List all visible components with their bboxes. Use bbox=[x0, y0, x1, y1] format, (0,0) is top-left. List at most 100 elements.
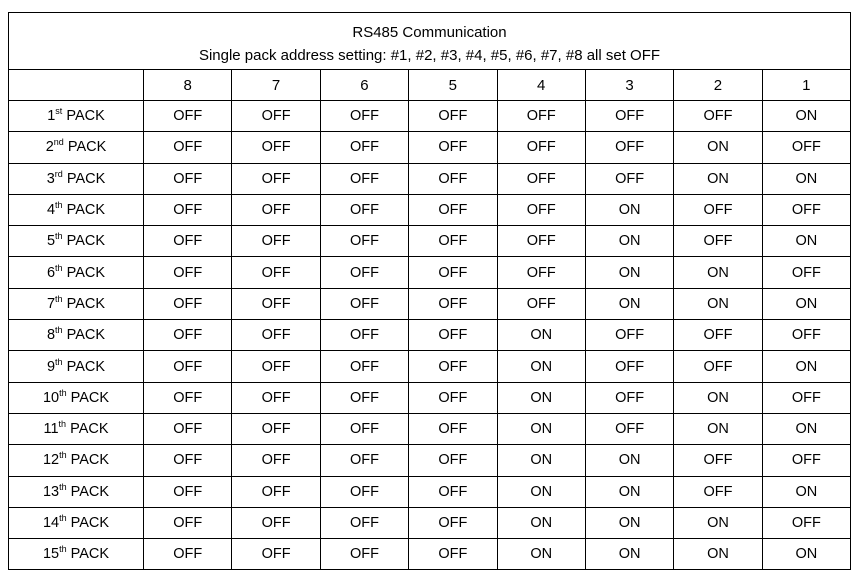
ordinal-suffix: th bbox=[55, 356, 63, 367]
ordinal-suffix: th bbox=[55, 325, 63, 336]
switch-state-cell: OFF bbox=[584, 99, 675, 133]
switch-state-cell: OFF bbox=[673, 475, 763, 508]
row-label: 7th PACK bbox=[8, 287, 144, 321]
subtitle-row: Single pack address setting: #1, #2, #3,… bbox=[8, 41, 851, 70]
row-label: 14th PACK bbox=[8, 506, 144, 540]
switch-state-cell: OFF bbox=[142, 506, 233, 540]
row-label: 8th PACK bbox=[8, 319, 144, 352]
table-row: 8th PACK OFF OFF OFF OFF ON OFF OFF OFF bbox=[8, 319, 852, 352]
switch-state-cell: OFF bbox=[142, 162, 233, 195]
pack-label: PACK bbox=[70, 546, 110, 563]
switch-state-cell: ON bbox=[584, 506, 675, 540]
switch-state-cell: ON bbox=[496, 506, 586, 540]
switch-state-cell: OFF bbox=[761, 444, 852, 477]
switch-state-cell: ON bbox=[496, 319, 586, 352]
switch-state-cell: OFF bbox=[673, 225, 763, 258]
table-row: 14th PACK OFF OFF OFF OFF ON ON ON OFF bbox=[8, 506, 852, 540]
switch-state-cell: OFF bbox=[673, 444, 763, 477]
switch-state-cell: OFF bbox=[408, 162, 498, 195]
switch-state-cell: OFF bbox=[408, 99, 498, 133]
ordinal-suffix: th bbox=[55, 231, 63, 242]
corner-cell bbox=[8, 69, 144, 101]
ordinal-suffix: th bbox=[55, 262, 63, 273]
pack-label: PACK bbox=[66, 327, 106, 344]
pack-label: PACK bbox=[66, 233, 106, 250]
row-label: 10th PACK bbox=[8, 381, 144, 414]
switch-state-cell: ON bbox=[584, 193, 675, 227]
table-row: 3rd PACK OFF OFF OFF OFF OFF OFF ON ON bbox=[8, 162, 852, 195]
switch-state-cell: OFF bbox=[408, 350, 498, 383]
switch-state-cell: OFF bbox=[231, 256, 321, 289]
switch-state-cell: ON bbox=[673, 162, 763, 195]
pack-label: PACK bbox=[66, 170, 106, 187]
switch-state-cell: OFF bbox=[673, 193, 763, 227]
pack-number: 5 bbox=[46, 233, 56, 250]
switch-state-cell: OFF bbox=[408, 193, 498, 227]
pack-label: PACK bbox=[70, 483, 110, 500]
switch-state-cell: OFF bbox=[231, 350, 321, 383]
switch-state-cell: OFF bbox=[231, 193, 321, 227]
switch-state-cell: ON bbox=[761, 287, 852, 321]
switch-state-cell: OFF bbox=[496, 162, 586, 195]
ordinal-suffix: th bbox=[59, 544, 67, 555]
switch-state-cell: ON bbox=[761, 225, 852, 258]
pack-number: 13 bbox=[42, 483, 60, 500]
table-row: 1st PACK OFF OFF OFF OFF OFF OFF OFF ON bbox=[8, 99, 852, 133]
pack-number: 3 bbox=[46, 170, 55, 187]
switch-state-cell: ON bbox=[761, 538, 852, 571]
switch-state-cell: OFF bbox=[142, 538, 233, 571]
ordinal-suffix: nd bbox=[53, 137, 64, 148]
switch-state-cell: ON bbox=[496, 444, 586, 477]
row-label: 11th PACK bbox=[8, 412, 144, 446]
switch-state-cell: OFF bbox=[231, 506, 321, 540]
table-row: 5th PACK OFF OFF OFF OFF OFF ON OFF ON bbox=[8, 225, 852, 258]
switch-state-cell: OFF bbox=[408, 381, 498, 414]
switch-state-cell: ON bbox=[496, 475, 586, 508]
switch-state-cell: OFF bbox=[408, 538, 498, 571]
ordinal-suffix: th bbox=[59, 513, 67, 523]
switch-state-cell: OFF bbox=[496, 99, 586, 133]
switch-state-cell: OFF bbox=[319, 475, 410, 508]
switch-state-cell: OFF bbox=[142, 256, 233, 289]
table-row: 12th PACK OFF OFF OFF OFF ON ON OFF OFF bbox=[8, 444, 852, 477]
switch-state-cell: OFF bbox=[142, 350, 233, 383]
switch-state-cell: OFF bbox=[231, 162, 321, 195]
row-label: 1st PACK bbox=[8, 99, 144, 133]
pack-number: 15 bbox=[42, 546, 60, 563]
switch-state-cell: OFF bbox=[231, 444, 321, 477]
pack-label: PACK bbox=[66, 202, 106, 219]
switch-state-cell: ON bbox=[584, 475, 675, 508]
switch-state-cell: OFF bbox=[319, 162, 410, 195]
switch-state-cell: ON bbox=[584, 538, 675, 571]
switch-state-cell: OFF bbox=[584, 319, 675, 352]
switch-state-cell: OFF bbox=[408, 475, 498, 508]
switch-state-cell: OFF bbox=[408, 444, 498, 477]
column-header-switch-1: 1 bbox=[761, 69, 852, 101]
switch-state-cell: OFF bbox=[231, 538, 321, 571]
table-row: 2nd PACK OFF OFF OFF OFF OFF OFF ON OFF bbox=[8, 131, 852, 164]
ordinal-suffix: th bbox=[59, 387, 67, 398]
switch-state-cell: ON bbox=[673, 506, 763, 540]
switch-state-cell: OFF bbox=[231, 319, 321, 352]
switch-state-cell: OFF bbox=[584, 162, 675, 195]
switch-state-cell: ON bbox=[673, 381, 763, 414]
pack-label: PACK bbox=[70, 389, 110, 406]
switch-state-cell: ON bbox=[673, 412, 763, 446]
switch-state-cell: OFF bbox=[231, 381, 321, 414]
switch-state-cell: OFF bbox=[319, 538, 410, 571]
row-label: 13th PACK bbox=[8, 475, 144, 508]
row-label: 2nd PACK bbox=[8, 131, 144, 164]
table-subtitle: Single pack address setting: #1, #2, #3,… bbox=[8, 41, 851, 70]
switch-state-cell: ON bbox=[761, 350, 852, 383]
switch-state-cell: OFF bbox=[319, 381, 410, 414]
table-row: 13th PACK OFF OFF OFF OFF ON ON OFF ON bbox=[8, 475, 852, 508]
column-header-switch-5: 5 bbox=[408, 69, 498, 101]
switch-state-cell: OFF bbox=[231, 225, 321, 258]
pack-number: 7 bbox=[46, 295, 56, 312]
switch-state-cell: ON bbox=[584, 256, 675, 289]
switch-state-cell: OFF bbox=[761, 193, 852, 227]
pack-number: 8 bbox=[46, 327, 56, 344]
column-header-switch-2: 2 bbox=[673, 69, 763, 101]
switch-state-cell: OFF bbox=[673, 350, 763, 383]
